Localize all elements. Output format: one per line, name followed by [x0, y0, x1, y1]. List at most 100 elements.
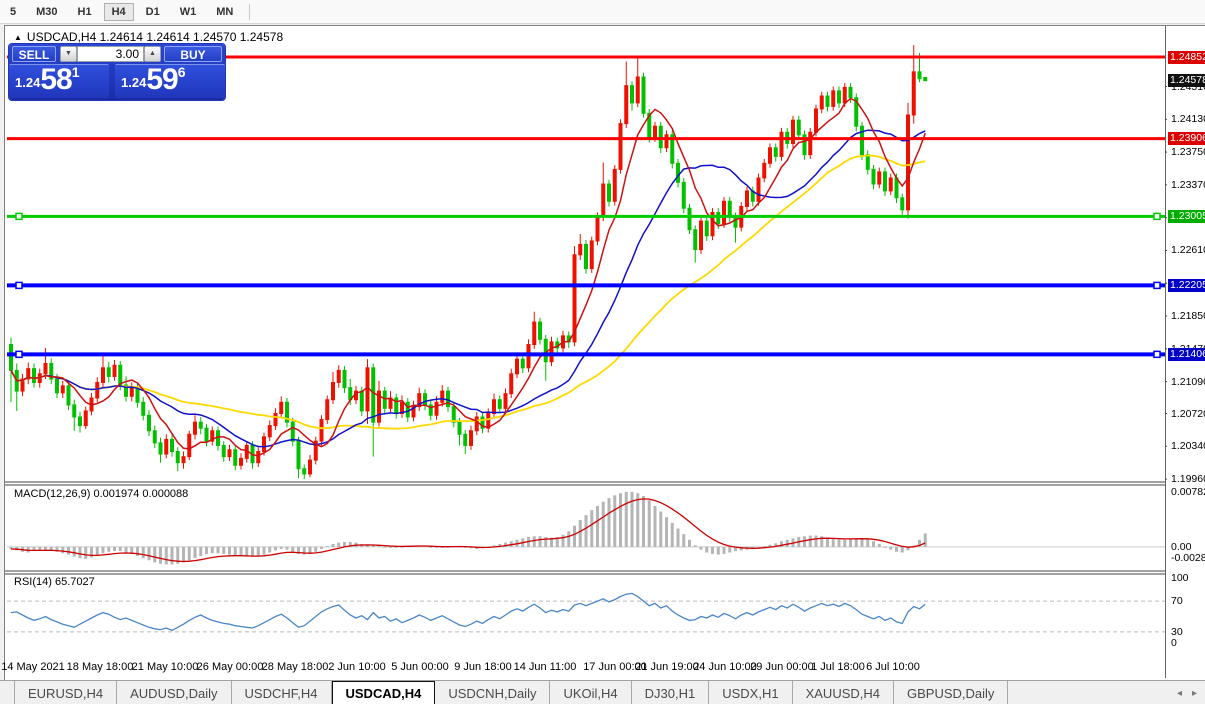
- candle-body: [405, 401, 410, 418]
- macd-bar: [136, 546, 139, 557]
- macd-bar: [182, 546, 185, 563]
- macd-bar: [90, 546, 93, 558]
- candle-body: [377, 390, 381, 423]
- candle: [888, 173, 893, 196]
- candle: [762, 158, 767, 183]
- chart-tab-dj30[interactable]: DJ30,H1: [632, 681, 710, 704]
- chart-tab-usdchf[interactable]: USDCHF,H4: [232, 681, 332, 704]
- macd-bar: [659, 511, 663, 547]
- macd-bar: [233, 546, 237, 556]
- buy-button[interactable]: BUY: [164, 46, 222, 62]
- candle-body: [906, 114, 910, 211]
- candle-body: [480, 416, 485, 429]
- candle-body: [871, 168, 876, 185]
- chart-tab-usdx[interactable]: USDX,H1: [709, 681, 793, 704]
- candle-body: [693, 229, 698, 251]
- time-axis-label: 2 Jun 10:00: [328, 661, 386, 673]
- macd-bar: [216, 546, 220, 554]
- volume-input[interactable]: 3.00: [77, 46, 144, 62]
- price-badge: 1.24578: [1168, 74, 1205, 88]
- candle: [175, 447, 180, 472]
- candle: [492, 393, 496, 418]
- candle: [371, 363, 376, 457]
- macd-bar: [274, 546, 277, 551]
- timeframe-button-m30[interactable]: M30: [36, 5, 58, 18]
- chart-tab-usdcnh[interactable]: USDCNH,Daily: [435, 681, 551, 704]
- volume-decrease-button[interactable]: ▼: [60, 46, 77, 62]
- candle: [239, 453, 243, 470]
- candle-body: [469, 430, 473, 446]
- candle: [66, 380, 71, 411]
- rsi-tick-label: 100: [1171, 572, 1189, 584]
- line-handle[interactable]: [1153, 212, 1161, 221]
- timeframe-button-mn[interactable]: MN: [216, 5, 234, 18]
- chart-plot[interactable]: [5, 26, 1205, 678]
- macd-bar: [584, 515, 588, 547]
- candle-body: [129, 387, 134, 397]
- candle-body: [716, 211, 721, 225]
- line-handle[interactable]: [1153, 350, 1161, 359]
- sell-button[interactable]: SELL: [12, 46, 56, 62]
- sell-price-box[interactable]: 1.24581: [9, 64, 109, 98]
- candle: [681, 177, 686, 214]
- candle: [152, 425, 157, 449]
- time-axis-label: 21 May 10:00: [131, 661, 199, 673]
- macd-bar: [107, 546, 111, 552]
- macd-indicator-label: MACD(12,26,9) 0.001974 0.000088: [14, 488, 189, 500]
- candle-body: [549, 341, 554, 363]
- candle-body: [158, 442, 163, 455]
- time-axis-label: 24 Jun 10:00: [693, 661, 757, 673]
- line-handle[interactable]: [15, 281, 23, 290]
- candle: [704, 216, 709, 241]
- chart-tab-eurusd[interactable]: EURUSD,H4: [14, 681, 118, 704]
- candle-body: [83, 410, 88, 427]
- candle: [768, 143, 772, 168]
- chart-tab-usdcad[interactable]: USDCAD,H4: [331, 681, 436, 704]
- macd-bar: [734, 546, 737, 552]
- candle-body: [492, 399, 496, 415]
- candle: [49, 358, 54, 385]
- collapse-icon[interactable]: ▲: [14, 33, 22, 42]
- tab-scroll-right-icon[interactable]: ▸: [1191, 687, 1197, 699]
- candle-body: [653, 125, 657, 138]
- timeframe-button-w1[interactable]: W1: [179, 5, 197, 18]
- timeframe-button-5[interactable]: 5: [10, 5, 17, 18]
- line-handle[interactable]: [15, 350, 23, 359]
- tab-scroll-left-icon[interactable]: ◂: [1176, 687, 1182, 699]
- volume-increase-button[interactable]: ▲: [144, 46, 161, 62]
- chart-tab-ukoil[interactable]: UKOil,H4: [550, 681, 632, 704]
- tab-scroll-arrows: ◂ ▸: [1177, 681, 1205, 704]
- macd-bar: [314, 546, 318, 552]
- timeframe-button-h4[interactable]: H4: [103, 2, 134, 21]
- buy-price-box[interactable]: 1.24596: [115, 64, 225, 98]
- candle-body: [423, 393, 427, 406]
- candle: [538, 317, 542, 345]
- price-badge: 1.23906: [1168, 132, 1205, 146]
- macd-bar: [504, 542, 507, 547]
- candle-body: [699, 220, 703, 251]
- line-handle[interactable]: [1153, 281, 1161, 290]
- chart-tab-audusd[interactable]: AUDUSD,Daily: [117, 681, 232, 704]
- chart-tab-gbpusd[interactable]: GBPUSD,Daily: [894, 681, 1009, 704]
- macd-bar: [895, 546, 898, 552]
- ma-mid-line: [10, 129, 926, 448]
- candle: [377, 380, 381, 427]
- macd-bar: [716, 546, 720, 555]
- macd-bar: [285, 546, 289, 550]
- candle: [670, 130, 675, 169]
- macd-bar: [653, 505, 657, 547]
- chart-tab-xauusd[interactable]: XAUUSD,H4: [793, 681, 895, 704]
- macd-bar: [866, 539, 870, 547]
- macd-bar: [682, 534, 686, 547]
- timeframe-button-h1[interactable]: H1: [77, 5, 92, 18]
- macd-bar: [101, 546, 105, 554]
- candle-body: [112, 364, 117, 377]
- macd-bar: [509, 541, 513, 547]
- timeframe-button-d1[interactable]: D1: [145, 5, 160, 18]
- macd-bar: [693, 545, 697, 547]
- candle-body: [9, 344, 13, 371]
- candle: [624, 61, 629, 128]
- macd-bar: [429, 546, 433, 548]
- macd-bar: [498, 544, 502, 547]
- line-handle[interactable]: [15, 212, 23, 221]
